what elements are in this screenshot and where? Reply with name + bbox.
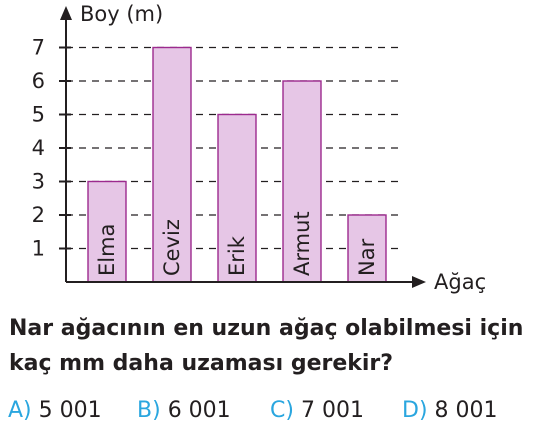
option-d-value: 8 001 [434,398,498,423]
option-a[interactable]: A) 5 001 [8,398,102,423]
option-c-letter: C) [270,398,294,423]
y-tick-label: 6 [32,69,45,93]
bar-label-nar: Nar [355,238,379,276]
answer-options: A) 5 001 B) 6 001 C) 7 001 D) 8 001 [8,398,528,428]
y-ticks: 1 2 3 4 5 6 7 [32,36,71,261]
option-c[interactable]: C) 7 001 [270,398,364,423]
question-text: Nar ağacının en uzun ağaç olabilmesi içi… [9,316,524,376]
option-d-letter: D) [402,398,428,423]
y-tick-label: 4 [32,136,45,160]
bar-elma [87,180,127,283]
y-tick-label: 7 [32,36,45,60]
bars: Elma Ceviz Erik Armut Nar [87,46,387,283]
y-axis-arrow-icon [60,6,72,20]
bar-label-armut: Armut [290,211,314,276]
x-axis-label: Ağaç [434,270,486,294]
option-b-value: 6 001 [167,398,231,423]
x-axis-arrow-icon [412,276,426,288]
option-c-value: 7 001 [300,398,364,423]
bar-label-erik: Erik [225,235,249,276]
y-tick-label: 1 [32,237,45,261]
axes: Boy (m) Ağaç [60,2,486,294]
bar-label-elma: Elma [95,224,119,276]
y-tick-label: 2 [32,203,45,227]
option-b-letter: B) [137,398,161,423]
y-axis-label: Boy (m) [80,2,163,26]
option-a-value: 5 001 [38,398,102,423]
bar-label-ceviz: Ceviz [160,219,184,276]
y-tick-label: 5 [32,103,45,127]
y-tick-label: 3 [32,170,45,194]
bar-chart: Elma Ceviz Erik Armut Nar Boy (m) Ağaç 1 2 3 4 5… [32,2,487,294]
option-d[interactable]: D) 8 001 [402,398,498,423]
option-b[interactable]: B) 6 001 [137,398,231,423]
option-a-letter: A) [8,398,32,423]
bar-ceviz [152,46,192,283]
